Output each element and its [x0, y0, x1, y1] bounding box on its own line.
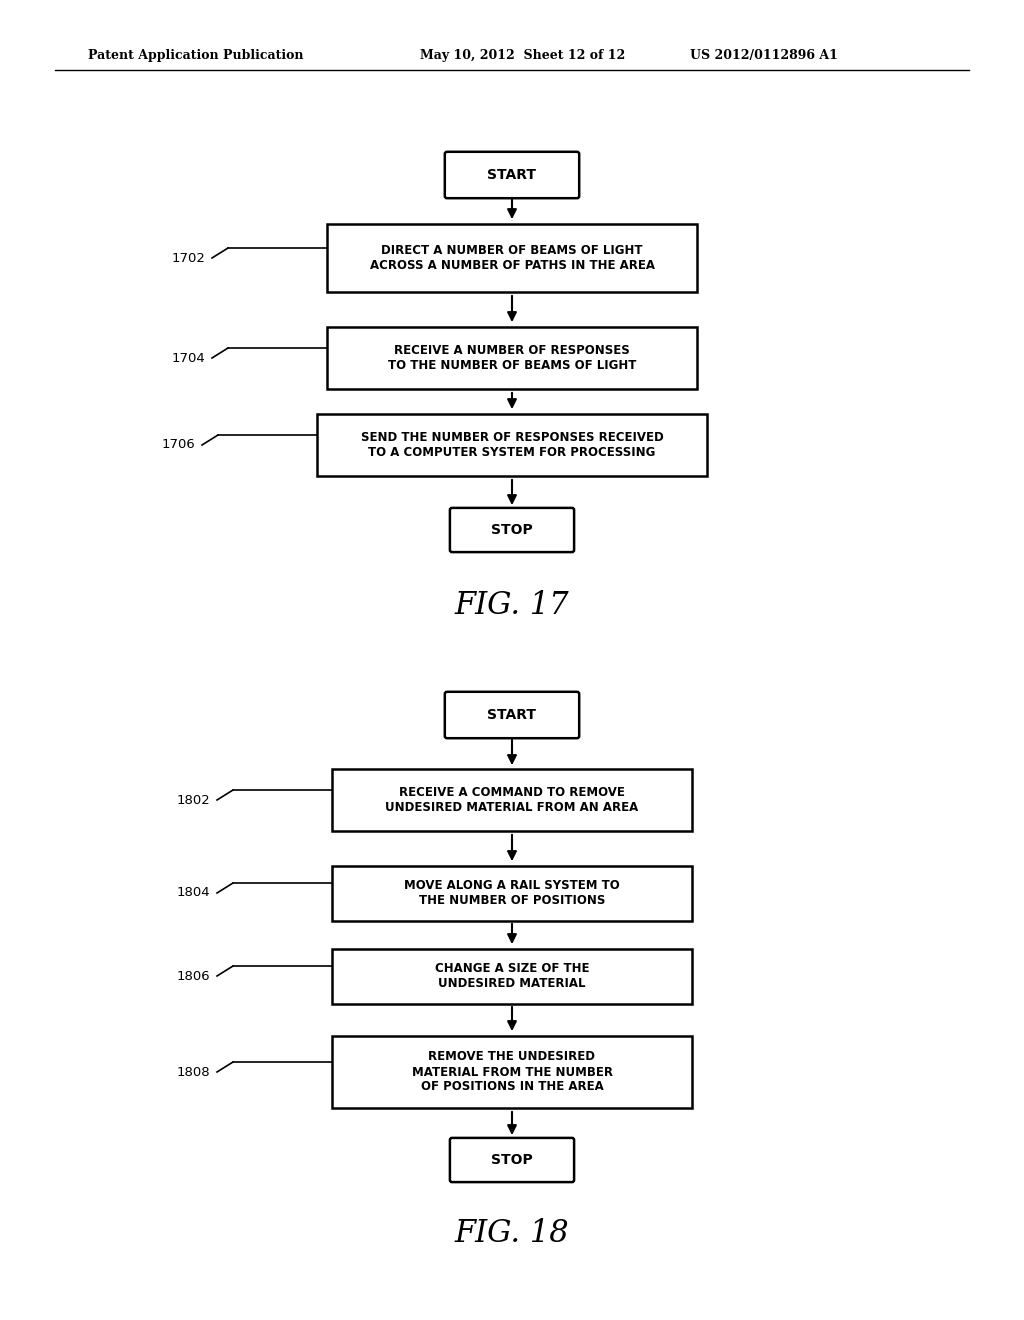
- Text: STOP: STOP: [492, 1152, 532, 1167]
- Text: FIG. 17: FIG. 17: [455, 590, 569, 620]
- Text: 1806: 1806: [176, 969, 210, 982]
- Bar: [332, 866, 692, 920]
- Text: CHANGE A SIZE OF THE
UNDESIRED MATERIAL: CHANGE A SIZE OF THE UNDESIRED MATERIAL: [435, 962, 589, 990]
- Bar: [327, 327, 697, 389]
- FancyBboxPatch shape: [450, 508, 574, 552]
- Text: 1802: 1802: [176, 793, 210, 807]
- Text: START: START: [487, 708, 537, 722]
- Text: 1706: 1706: [161, 438, 195, 451]
- FancyBboxPatch shape: [444, 692, 580, 738]
- FancyBboxPatch shape: [450, 1138, 574, 1183]
- Text: MOVE ALONG A RAIL SYSTEM TO
THE NUMBER OF POSITIONS: MOVE ALONG A RAIL SYSTEM TO THE NUMBER O…: [404, 879, 620, 907]
- Bar: [327, 224, 697, 292]
- Text: 1808: 1808: [176, 1065, 210, 1078]
- Text: Patent Application Publication: Patent Application Publication: [88, 49, 303, 62]
- Text: RECEIVE A COMMAND TO REMOVE
UNDESIRED MATERIAL FROM AN AREA: RECEIVE A COMMAND TO REMOVE UNDESIRED MA…: [385, 785, 639, 814]
- Text: 1702: 1702: [171, 252, 205, 264]
- Text: SEND THE NUMBER OF RESPONSES RECEIVED
TO A COMPUTER SYSTEM FOR PROCESSING: SEND THE NUMBER OF RESPONSES RECEIVED TO…: [360, 432, 664, 459]
- FancyBboxPatch shape: [444, 152, 580, 198]
- Text: RECEIVE A NUMBER OF RESPONSES
TO THE NUMBER OF BEAMS OF LIGHT: RECEIVE A NUMBER OF RESPONSES TO THE NUM…: [388, 345, 636, 372]
- Text: US 2012/0112896 A1: US 2012/0112896 A1: [690, 49, 838, 62]
- Bar: [317, 414, 707, 477]
- Bar: [332, 949, 692, 1003]
- Text: FIG. 18: FIG. 18: [455, 1218, 569, 1249]
- Text: START: START: [487, 168, 537, 182]
- Text: DIRECT A NUMBER OF BEAMS OF LIGHT
ACROSS A NUMBER OF PATHS IN THE AREA: DIRECT A NUMBER OF BEAMS OF LIGHT ACROSS…: [370, 244, 654, 272]
- Bar: [332, 1036, 692, 1107]
- Text: STOP: STOP: [492, 523, 532, 537]
- Text: 1804: 1804: [176, 887, 210, 899]
- Bar: [332, 770, 692, 832]
- Text: 1704: 1704: [171, 351, 205, 364]
- Text: REMOVE THE UNDESIRED
MATERIAL FROM THE NUMBER
OF POSITIONS IN THE AREA: REMOVE THE UNDESIRED MATERIAL FROM THE N…: [412, 1051, 612, 1093]
- Text: May 10, 2012  Sheet 12 of 12: May 10, 2012 Sheet 12 of 12: [420, 49, 626, 62]
